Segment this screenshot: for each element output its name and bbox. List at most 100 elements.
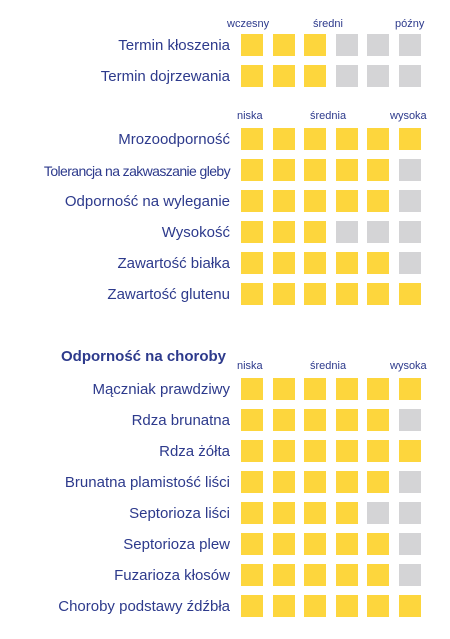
rating-cell-filled [304, 502, 326, 524]
rating-cell-filled [304, 440, 326, 462]
rating-cell-filled [273, 378, 295, 400]
rating-cell-empty [399, 564, 421, 586]
rating-cell-filled [273, 533, 295, 555]
rating-row: Rdza żółta [0, 440, 450, 464]
rating-cell-filled [241, 378, 263, 400]
rating-cell-filled [241, 440, 263, 462]
rating-cell-filled [241, 128, 263, 150]
rating-cell-filled [367, 409, 389, 431]
rating-cell-filled [304, 65, 326, 87]
rating-row: Septorioza plew [0, 533, 450, 557]
rating-cell-empty [367, 65, 389, 87]
rating-cell-filled [304, 533, 326, 555]
rating-cell-filled [367, 533, 389, 555]
rating-cell-filled [241, 252, 263, 274]
scale-label-high: późny [395, 18, 425, 30]
scale-label-low: niska [237, 360, 263, 372]
rating-row: Brunatna plamistość liści [0, 471, 450, 495]
rating-cell-filled [273, 471, 295, 493]
rating-cell-filled [241, 533, 263, 555]
rating-cell-filled [241, 409, 263, 431]
rating-row-label: Fuzarioza kłosów [114, 567, 230, 584]
rating-cell-filled [367, 440, 389, 462]
rating-cell-filled [336, 564, 358, 586]
rating-cell-filled [304, 378, 326, 400]
rating-cell-empty [399, 159, 421, 181]
rating-cell-filled [399, 595, 421, 617]
rating-cell-filled [367, 159, 389, 181]
rating-row-label: Brunatna plamistość liści [64, 474, 230, 491]
scale-label-high: wysoka [390, 360, 427, 372]
scale-label-mid: średnia [310, 360, 347, 372]
rating-row: Mrozoodporność [0, 128, 450, 152]
rating-cell-filled [367, 128, 389, 150]
rating-cell-filled [367, 595, 389, 617]
rating-cell-empty [336, 65, 358, 87]
rating-cell-filled [367, 252, 389, 274]
rating-cell-empty [399, 533, 421, 555]
scale-label-high: wysoka [390, 110, 427, 122]
rating-cell-filled [304, 283, 326, 305]
rating-cell-empty [367, 502, 389, 524]
rating-row: Odporność na wyleganie [0, 190, 450, 214]
rating-cell-filled [273, 564, 295, 586]
rating-cell-empty [336, 34, 358, 56]
section-heading: Odporność na choroby [61, 348, 227, 365]
rating-row: Mączniak prawdziwy [0, 378, 450, 402]
scale-label-mid: średnia [310, 110, 347, 122]
rating-cell-filled [336, 533, 358, 555]
rating-cell-filled [336, 378, 358, 400]
rating-cell-filled [304, 190, 326, 212]
rating-row-label: Rdza żółta [159, 443, 230, 460]
rating-row: Termin dojrzewania [0, 65, 450, 89]
rating-row-label: Tolerancja na zakwaszanie gleby [43, 163, 231, 179]
rating-cell-empty [367, 34, 389, 56]
rating-cell-filled [336, 159, 358, 181]
rating-cell-filled [304, 564, 326, 586]
rating-cell-empty [367, 221, 389, 243]
scale-label-low: niska [237, 110, 263, 122]
rating-cell-filled [304, 471, 326, 493]
rating-cell-filled [304, 595, 326, 617]
rating-cell-filled [304, 159, 326, 181]
rating-row-label: Septorioza plew [123, 536, 230, 553]
rating-cell-filled [367, 190, 389, 212]
rating-cell-filled [399, 128, 421, 150]
rating-row-label: Zawartość glutenu [107, 286, 230, 303]
rating-row-label: Rdza brunatna [131, 412, 230, 429]
rating-cell-filled [336, 440, 358, 462]
rating-cell-empty [399, 221, 421, 243]
rating-cell-filled [304, 409, 326, 431]
rating-row: Choroby podstawy źdźbła [0, 595, 450, 619]
rating-cell-filled [241, 564, 263, 586]
rating-cell-filled [336, 283, 358, 305]
rating-cell-filled [399, 440, 421, 462]
rating-cell-filled [273, 440, 295, 462]
rating-row-label: Mączniak prawdziwy [92, 381, 230, 398]
rating-cell-filled [367, 283, 389, 305]
rating-row: Septorioza liści [0, 502, 450, 526]
rating-cell-filled [241, 471, 263, 493]
rating-cell-filled [241, 190, 263, 212]
rating-row: Zawartość glutenu [0, 283, 450, 307]
rating-cell-filled [273, 502, 295, 524]
rating-cell-empty [399, 190, 421, 212]
rating-cell-filled [241, 159, 263, 181]
rating-cell-filled [336, 128, 358, 150]
rating-cell-filled [336, 595, 358, 617]
rating-cell-filled [273, 159, 295, 181]
rating-row-label: Wysokość [161, 224, 230, 241]
rating-cell-filled [367, 378, 389, 400]
rating-cell-filled [399, 378, 421, 400]
rating-cell-filled [273, 190, 295, 212]
rating-cell-filled [336, 252, 358, 274]
rating-row-label: Termin dojrzewania [100, 68, 230, 85]
scale-label-low: wczesny [227, 18, 270, 30]
rating-cell-empty [399, 65, 421, 87]
rating-cell-filled [304, 128, 326, 150]
rating-cell-empty [399, 34, 421, 56]
rating-cell-filled [241, 221, 263, 243]
rating-row: Fuzarioza kłosów [0, 564, 450, 588]
rating-cell-filled [273, 409, 295, 431]
rating-cell-filled [273, 595, 295, 617]
